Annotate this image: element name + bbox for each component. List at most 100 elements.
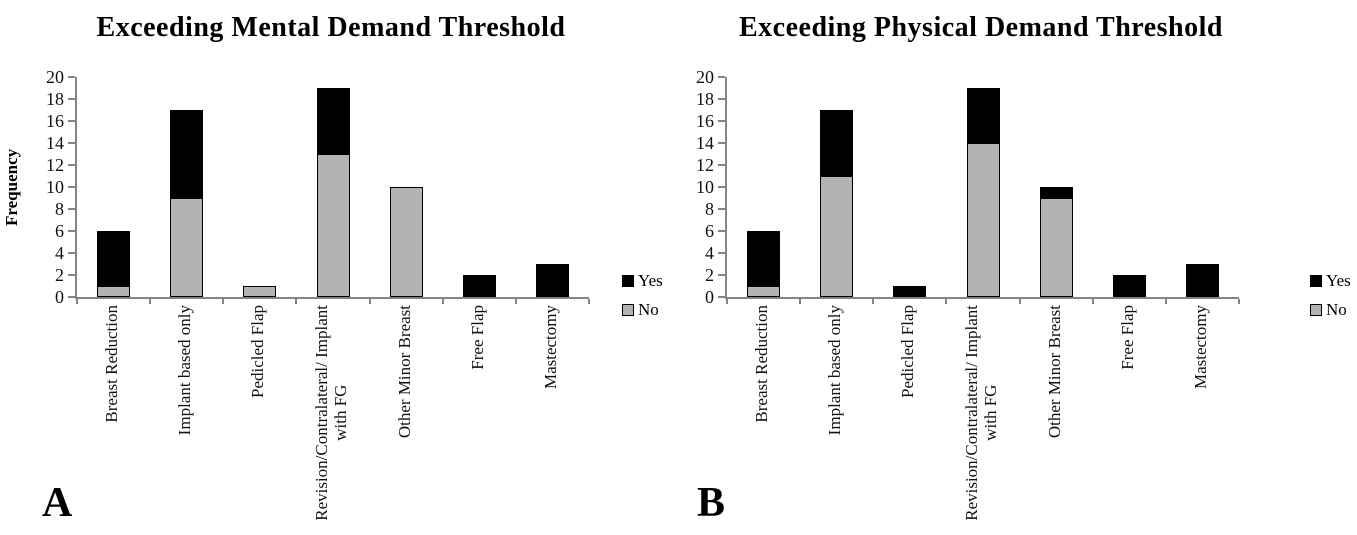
category-label: Mastectomy xyxy=(1190,305,1210,390)
bar-other-minor-breast xyxy=(1039,187,1073,297)
y-tick-label: 20 xyxy=(696,67,714,87)
bar-segment-yes xyxy=(316,88,350,154)
legend-swatch-no-icon xyxy=(622,303,634,316)
bar-segment-yes xyxy=(462,275,496,297)
category-label: Pedicled Flap xyxy=(248,305,268,399)
y-axis-tick xyxy=(718,164,725,166)
x-axis-tick xyxy=(799,299,802,304)
category-label: Pedicled Flap xyxy=(898,305,918,399)
y-tick-label: 20 xyxy=(46,67,64,87)
category-label-cell: Implant based only xyxy=(798,305,871,535)
bar-breast-reduction xyxy=(97,231,131,297)
y-tick-label: 8 xyxy=(705,199,714,219)
legend-label: No xyxy=(638,300,659,319)
bar-segment-no xyxy=(170,198,204,297)
y-tick-label: 10 xyxy=(46,177,64,197)
bar-segment-no xyxy=(389,187,423,297)
y-axis-tick xyxy=(718,230,725,232)
category-label: Other Minor Breast xyxy=(394,305,414,439)
category-label: Revision/Contralateral/ Implant with FG xyxy=(961,305,1000,521)
x-axis-tick xyxy=(726,299,728,304)
y-axis-tick xyxy=(718,186,725,188)
y-axis-tick xyxy=(68,296,75,298)
panel-letter: A xyxy=(42,480,73,526)
x-axis-tick xyxy=(1238,299,1240,304)
y-tick-label: 18 xyxy=(46,89,64,109)
y-axis-tick xyxy=(718,76,725,78)
plot-area xyxy=(68,76,590,304)
bar-mastectomy xyxy=(1185,264,1219,297)
y-axis-tick xyxy=(68,230,75,232)
bar-mastectomy xyxy=(535,264,569,297)
category-label-cell: Free Flap xyxy=(1091,305,1164,535)
y-axis-tick xyxy=(68,142,75,144)
bar-segment-yes xyxy=(1112,275,1146,297)
x-axis-tick xyxy=(945,299,948,304)
x-axis-tick xyxy=(76,299,78,304)
category-label-cell: Breast Reduction xyxy=(75,305,148,535)
bar-segment-yes xyxy=(1185,264,1219,297)
x-axis-tick xyxy=(1091,299,1094,304)
legend-label: Yes xyxy=(1326,271,1351,290)
category-label-cell: Pedicled Flap xyxy=(221,305,294,535)
y-tick-label: 6 xyxy=(705,221,714,241)
bar-segment-yes xyxy=(893,286,927,297)
x-axis-tick xyxy=(368,299,371,304)
category-label-cell: Pedicled Flap xyxy=(871,305,944,535)
bar-revision-contralateral-implant xyxy=(316,88,350,297)
category-label-cell: Other Minor Breast xyxy=(1018,305,1091,535)
legend-swatch-no-icon xyxy=(1310,303,1322,316)
y-axis-tick xyxy=(718,274,725,276)
category-label-cell: Mastectomy xyxy=(514,305,587,535)
bar-segment-yes xyxy=(747,231,781,286)
chart-panel-b: Exceeding Physical Demand Threshold Yes N… xyxy=(650,0,1357,535)
y-tick-label: 4 xyxy=(55,243,64,263)
category-label: Free Flap xyxy=(1117,305,1137,370)
category-label-cell: Mastectomy xyxy=(1164,305,1237,535)
bar-revision-contralateral-implant xyxy=(966,88,1000,297)
y-tick-label: 2 xyxy=(705,265,714,285)
y-tick-label: 2 xyxy=(55,265,64,285)
y-tick-label: 0 xyxy=(55,287,64,307)
y-axis-tick xyxy=(68,164,75,166)
y-axis-tick xyxy=(718,208,725,210)
category-label-cell: Breast Reduction xyxy=(725,305,798,535)
bar-segment-yes xyxy=(170,110,204,198)
bar-pedicled-flap xyxy=(243,286,277,297)
y-tick-label: 6 xyxy=(55,221,64,241)
y-axis-tick xyxy=(68,252,75,254)
legend-swatch-yes-icon xyxy=(622,274,634,287)
category-label-cell: Revision/Contralateral/ Implant with FG xyxy=(944,305,1017,535)
y-tick-label: 14 xyxy=(696,133,714,153)
x-axis-tick xyxy=(149,299,152,304)
x-axis-tick xyxy=(514,299,517,304)
x-axis-tick xyxy=(1164,299,1167,304)
y-axis-tick xyxy=(68,186,75,188)
bar-pedicled-flap xyxy=(893,286,927,297)
y-tick-label: 18 xyxy=(696,89,714,109)
category-label: Mastectomy xyxy=(540,305,560,390)
bar-segment-no xyxy=(1039,198,1073,297)
category-label: Breast Reduction xyxy=(102,305,122,423)
chart-panel-a: Exceeding Mental Demand Threshold Freque… xyxy=(0,0,663,535)
bar-segment-yes xyxy=(820,110,854,176)
bar-other-minor-breast xyxy=(389,187,423,297)
bar-free-flap xyxy=(462,275,496,297)
legend-label: No xyxy=(1326,300,1347,319)
legend-label: Yes xyxy=(638,271,663,290)
y-tick-label: 12 xyxy=(46,155,64,175)
y-tick-label: 16 xyxy=(696,111,714,131)
y-axis-tick xyxy=(718,142,725,144)
plot-area xyxy=(718,76,1240,304)
chart-title: Exceeding Mental Demand Threshold xyxy=(96,12,566,43)
y-axis-tick xyxy=(718,252,725,254)
panel-letter: B xyxy=(697,480,726,526)
bar-segment-yes xyxy=(535,264,569,297)
category-label: Implant based only xyxy=(825,305,845,436)
category-label-cell: Other Minor Breast xyxy=(368,305,441,535)
category-label: Breast Reduction xyxy=(752,305,772,423)
y-tick-label: 8 xyxy=(55,199,64,219)
bar-segment-no xyxy=(966,143,1000,297)
legend-entry-no: No xyxy=(1310,301,1351,318)
